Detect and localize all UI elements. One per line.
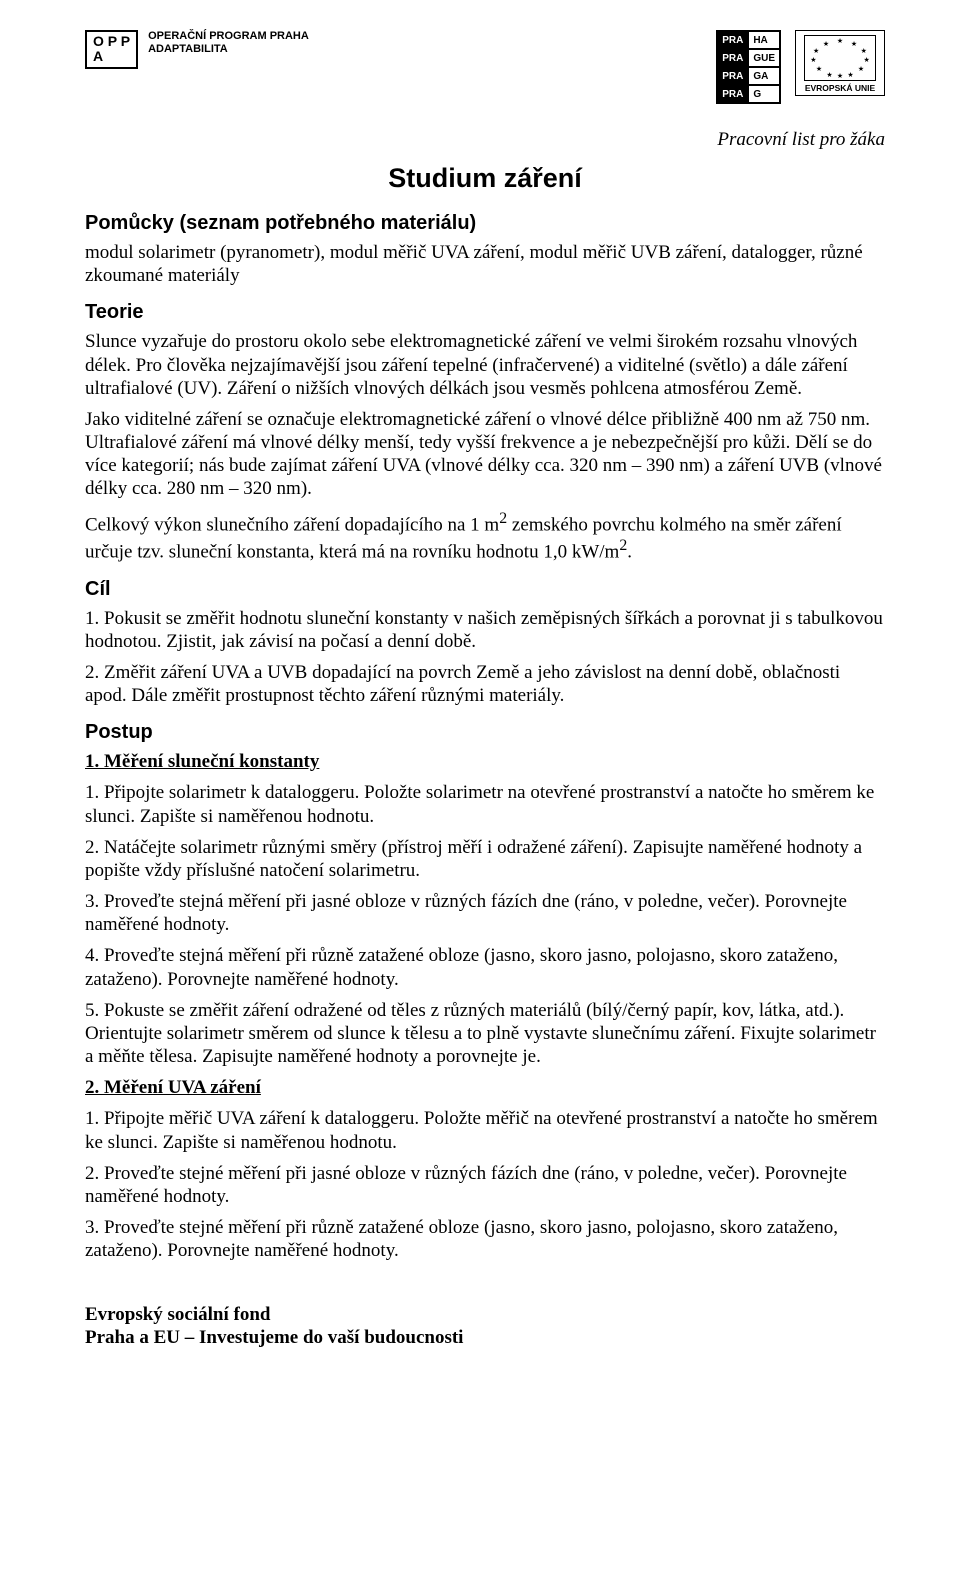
oppa-text: OPERAČNÍ PROGRAM PRAHA ADAPTABILITA xyxy=(148,30,309,56)
praha-cell: GA xyxy=(749,68,779,84)
text-m1-5: 5. Pokuste se změřit záření odražené od … xyxy=(85,999,885,1069)
eu-logo: ★ ★ ★ ★ ★ ★ ★ ★ ★ ★ ★ ★ EVROPSKÁ UNIE xyxy=(795,30,885,96)
oppa-text-line1: OPERAČNÍ PROGRAM PRAHA xyxy=(148,30,309,43)
logo-row: O P P A OPERAČNÍ PROGRAM PRAHA ADAPTABIL… xyxy=(85,30,885,104)
text-m1-2: 2. Natáčejte solarimetr různými směry (p… xyxy=(85,836,885,882)
text-teorie-3a: Celkový výkon slunečního záření dopadají… xyxy=(85,514,499,535)
worksheet-subtitle: Pracovní list pro žáka xyxy=(85,129,885,151)
text-m2-2: 2. Proveďte stejné měření při jasné oblo… xyxy=(85,1162,885,1208)
logo-right-group: PRA HA PRA GUE PRA GA PRA G ★ ★ ★ ★ ★ xyxy=(716,30,885,104)
heading-teorie: Teorie xyxy=(85,301,885,324)
text-teorie-3c: . xyxy=(627,541,632,562)
text-pomucky: modul solarimetr (pyranometr), modul měř… xyxy=(85,241,885,287)
subheading-m1: 1. Měření sluneční konstanty xyxy=(85,750,885,773)
footer-line1: Evropský sociální fond xyxy=(85,1303,885,1327)
praha-logo: PRA HA PRA GUE PRA GA PRA G xyxy=(716,30,781,104)
oppa-box-line2: A xyxy=(93,49,130,64)
heading-postup: Postup xyxy=(85,721,885,744)
heading-cil: Cíl xyxy=(85,578,885,601)
text-m1-3: 3. Proveďte stejná měření při jasné oblo… xyxy=(85,890,885,936)
text-m2-1: 1. Připojte měřič UVA záření k datalogge… xyxy=(85,1107,885,1153)
praha-cell: PRA xyxy=(718,68,747,84)
praha-cell: GUE xyxy=(749,50,779,66)
footer: Evropský sociální fond Praha a EU – Inve… xyxy=(85,1303,885,1351)
eu-label: EVROPSKÁ UNIE xyxy=(804,83,876,93)
praha-cell: PRA xyxy=(718,32,747,48)
text-cil-2: 2. Změřit záření UVA a UVB dopadající na… xyxy=(85,661,885,707)
oppa-text-line2: ADAPTABILITA xyxy=(148,43,309,56)
page-title: Studium záření xyxy=(85,163,885,194)
text-m2-3: 3. Proveďte stejné měření při různě zata… xyxy=(85,1216,885,1262)
praha-cell: PRA xyxy=(718,86,747,102)
heading-pomucky: Pomůcky (seznam potřebného materiálu) xyxy=(85,212,885,235)
text-teorie-2: Jako viditelné záření se označuje elektr… xyxy=(85,408,885,501)
text-cil-1: 1. Pokusit se změřit hodnotu sluneční ko… xyxy=(85,607,885,653)
praha-cell: HA xyxy=(749,32,779,48)
text-m1-4: 4. Proveďte stejná měření při různě zata… xyxy=(85,944,885,990)
footer-line2: Praha a EU – Investujeme do vaší budoucn… xyxy=(85,1326,885,1350)
text-teorie-1: Slunce vyzařuje do prostoru okolo sebe e… xyxy=(85,330,885,400)
subheading-m2-label: 2. Měření UVA záření xyxy=(85,1077,261,1098)
text-m1-1: 1. Připojte solarimetr k dataloggeru. Po… xyxy=(85,781,885,827)
praha-cell: G xyxy=(749,86,779,102)
superscript-2: 2 xyxy=(499,510,507,527)
eu-flag-icon: ★ ★ ★ ★ ★ ★ ★ ★ ★ ★ ★ ★ xyxy=(804,35,876,81)
subheading-m2: 2. Měření UVA záření xyxy=(85,1076,885,1099)
text-teorie-3: Celkový výkon slunečního záření dopadají… xyxy=(85,509,885,564)
oppa-box-line1: O P P xyxy=(93,34,130,49)
praha-cell: PRA xyxy=(718,50,747,66)
logo-oppa: O P P A OPERAČNÍ PROGRAM PRAHA ADAPTABIL… xyxy=(85,30,309,69)
subheading-m1-label: 1. Měření sluneční konstanty xyxy=(85,751,319,772)
document-page: O P P A OPERAČNÍ PROGRAM PRAHA ADAPTABIL… xyxy=(0,0,960,1380)
oppa-box: O P P A xyxy=(85,30,138,69)
